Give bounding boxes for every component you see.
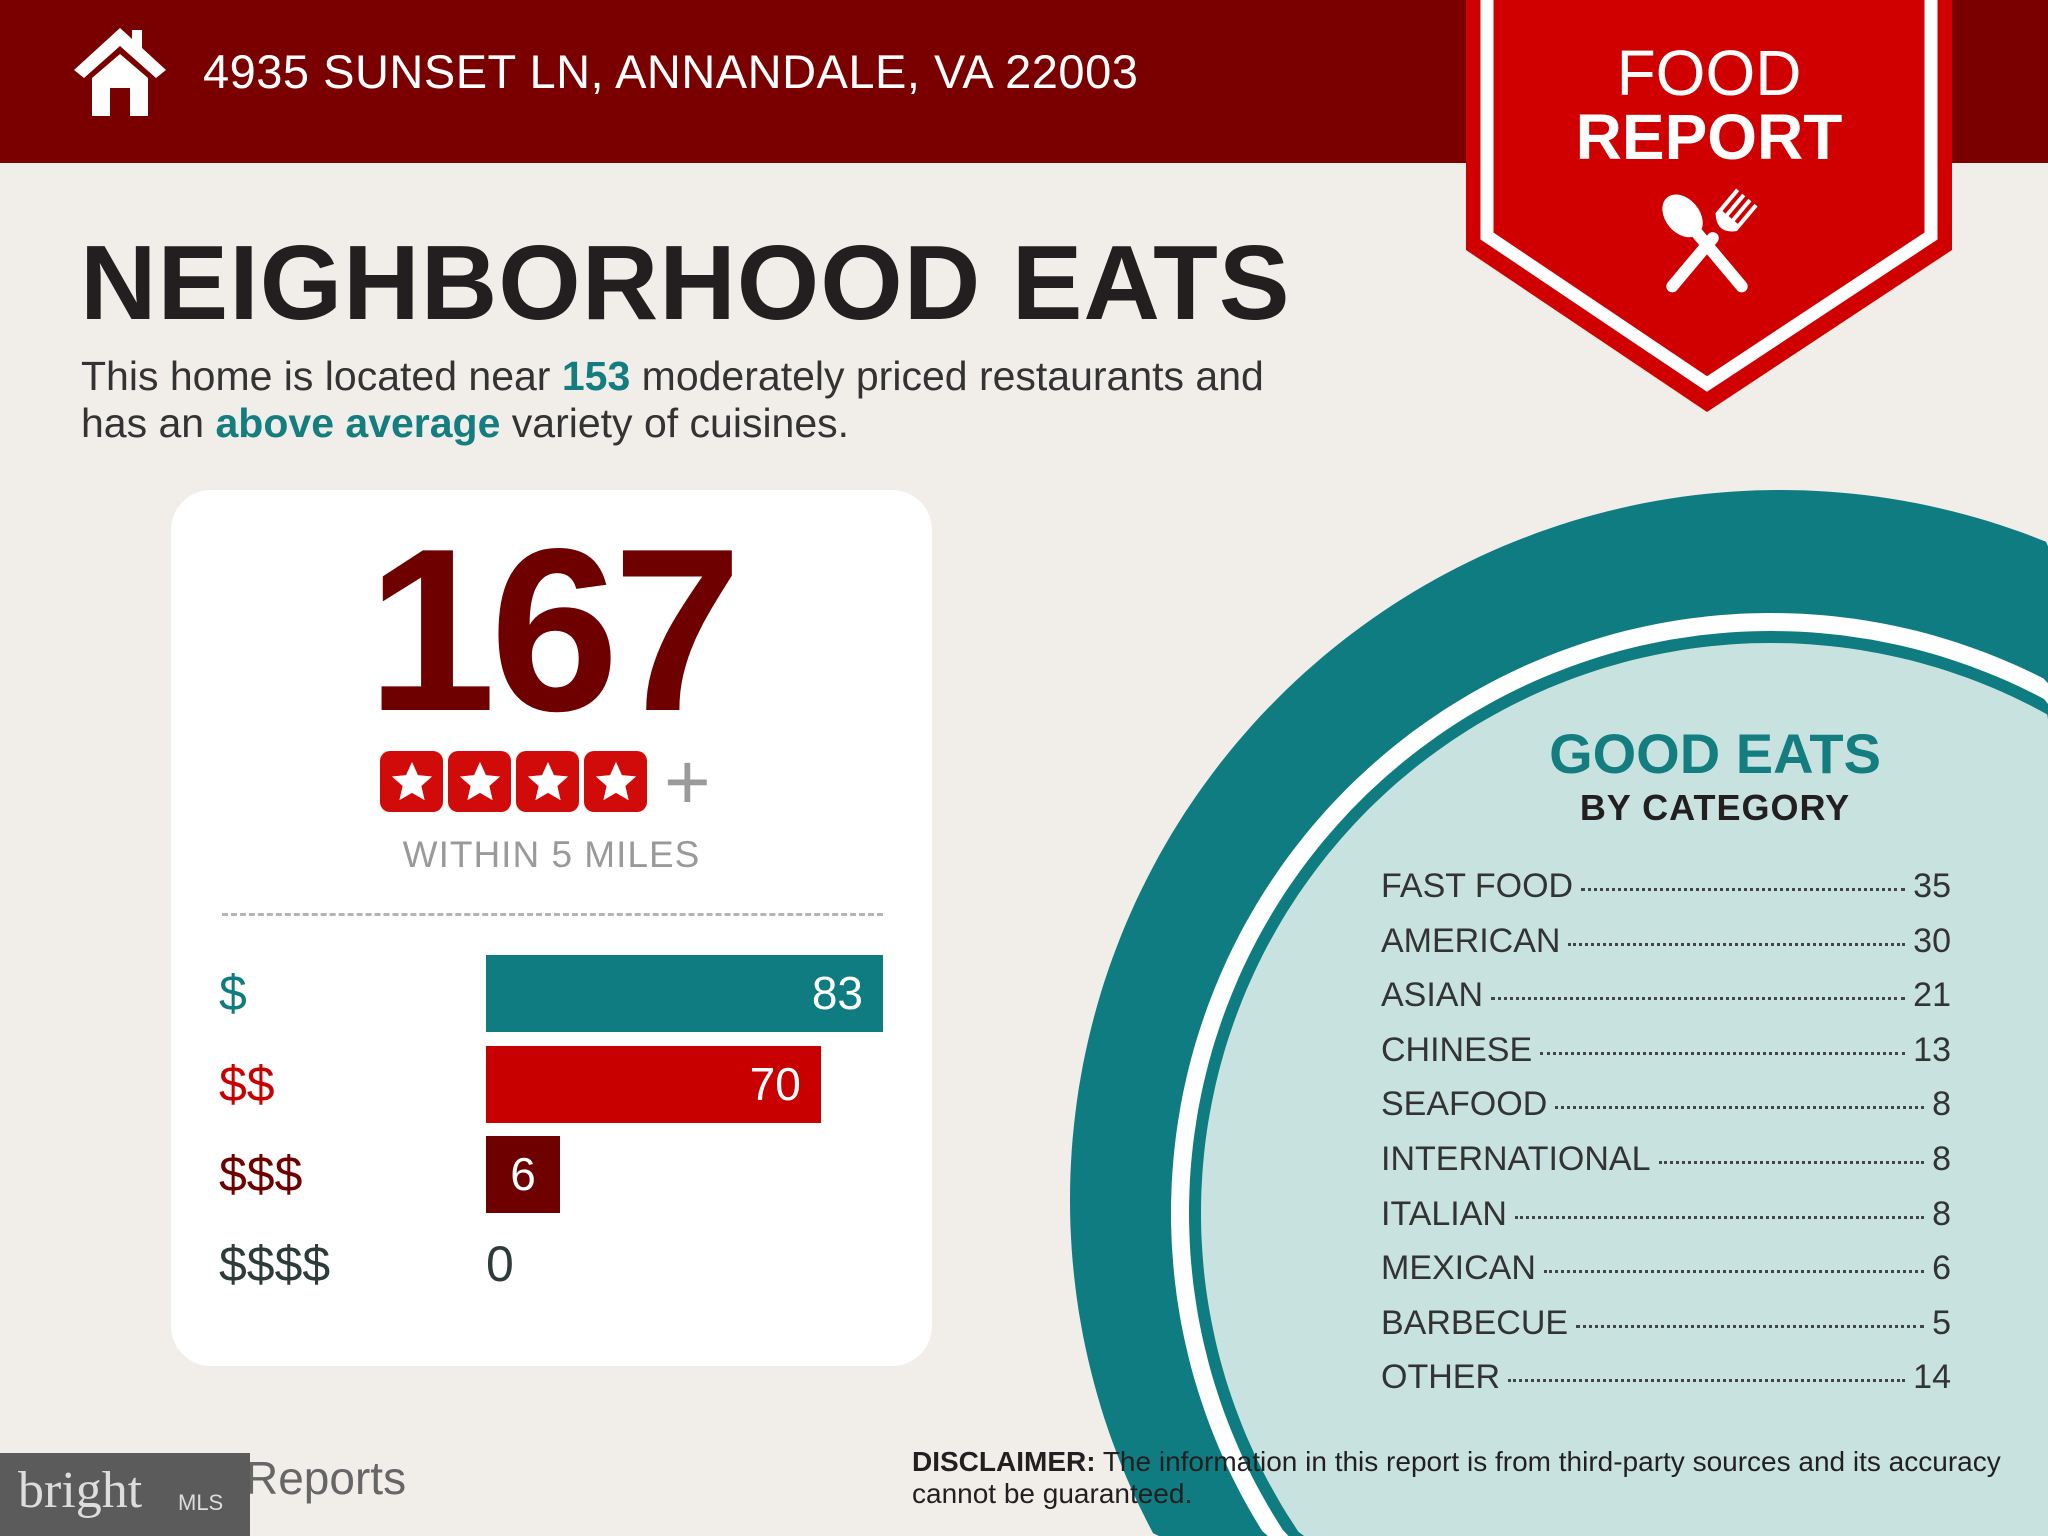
watermark-mls: MLS — [178, 1490, 224, 1515]
plus-sign: + — [664, 737, 711, 826]
leader-dots — [1658, 1161, 1925, 1164]
summary-card — [171, 490, 932, 1366]
category-label: INTERNATIONAL — [1381, 1140, 1651, 1178]
home-icon — [74, 28, 166, 116]
category-count: 8 — [1932, 1194, 1951, 1233]
star-rating — [380, 751, 647, 812]
category-count: 14 — [1913, 1358, 1951, 1397]
category-label: SEAFOOD — [1381, 1085, 1548, 1124]
category-row: AMERICAN 30 — [1381, 921, 1951, 961]
property-address: 4935 SUNSET LN, ANNANDALE, VA 22003 — [203, 45, 1139, 98]
badge-line-report: REPORT — [1575, 101, 1843, 173]
leader-dots — [1555, 1106, 1925, 1110]
price-bar: 70 — [486, 1046, 821, 1123]
star-icon — [584, 751, 647, 812]
watermark-text: bright — [18, 1462, 143, 1519]
leader-dots — [1514, 1215, 1925, 1219]
total-restaurants: 167 — [366, 501, 742, 760]
subtitle-line-1: This home is located near 153 moderately… — [81, 353, 1264, 399]
disclaimer: DISCLAIMER: The information in this repo… — [912, 1446, 2001, 1509]
price-bar: 0 — [486, 1236, 514, 1292]
variety-rating: above average — [215, 400, 501, 446]
category-count: 6 — [1932, 1249, 1951, 1288]
spoon-fork-icon — [1662, 188, 1758, 293]
category-row: INTERNATIONAL 8 — [1381, 1139, 1951, 1179]
category-count: 30 — [1913, 921, 1951, 960]
category-row: ASIAN 21 — [1381, 975, 1951, 1015]
price-bar: 6 — [486, 1136, 560, 1213]
restaurant-count: 153 — [561, 353, 631, 399]
price-tier-label: $ — [219, 965, 247, 1021]
watermark — [0, 1453, 250, 1536]
star-icon — [380, 751, 443, 812]
category-count: 13 — [1913, 1030, 1951, 1069]
category-count: 35 — [1913, 867, 1951, 905]
price-tier-label: $$$$ — [219, 1236, 331, 1292]
category-label: MEXICAN — [1381, 1249, 1536, 1288]
food-report-badge — [1466, 0, 1952, 412]
light-teal-fill — [1201, 643, 2048, 1536]
leader-dots — [1576, 1324, 1925, 1328]
category-label: AMERICAN — [1381, 921, 1561, 960]
price-bar: 83 — [486, 955, 883, 1032]
divider — [222, 913, 883, 916]
category-row: CHINESE 13 — [1381, 1030, 1951, 1070]
category-row: FAST FOOD 35 — [1381, 866, 1951, 906]
badge-line-food: FOOD — [1616, 37, 1802, 109]
price-tier-label: $$ — [219, 1056, 275, 1112]
category-label: FAST FOOD — [1381, 867, 1574, 905]
category-count: 8 — [1932, 1140, 1951, 1178]
good-eats-subtitle: BY CATEGORY — [1579, 787, 1851, 828]
star-icon — [516, 751, 579, 812]
page-title: NEIGHBORHOOD EATS — [80, 224, 1291, 342]
category-row: SEAFOOD 8 — [1381, 1084, 1951, 1124]
category-label: ITALIAN — [1381, 1194, 1507, 1233]
category-row: ITALIAN 8 — [1381, 1194, 1951, 1234]
good-eats-title: GOOD EATS — [1549, 722, 1881, 785]
category-row: BARBECUE 5 — [1381, 1303, 1951, 1343]
category-count: 21 — [1913, 976, 1951, 1015]
category-count: 5 — [1932, 1303, 1951, 1342]
category-label: CHINESE — [1381, 1030, 1533, 1069]
leader-dots — [1543, 1270, 1925, 1274]
leader-dots — [1581, 888, 1906, 891]
category-row: MEXICAN 6 — [1381, 1248, 1951, 1288]
price-tier-label: $$$ — [219, 1146, 303, 1202]
leader-dots — [1508, 1379, 1906, 1383]
subtitle-line-2: has an above average variety of cuisines… — [81, 400, 850, 446]
reports-logo: Reports — [245, 1452, 407, 1504]
category-label: OTHER — [1381, 1358, 1500, 1397]
leader-dots — [1491, 997, 1906, 1001]
leader-dots — [1568, 942, 1906, 946]
category-label: ASIAN — [1381, 976, 1484, 1015]
category-count: 8 — [1932, 1085, 1951, 1124]
category-label: BARBECUE — [1381, 1303, 1569, 1342]
leader-dots — [1540, 1051, 1906, 1055]
star-icon — [448, 751, 511, 812]
category-row: OTHER 14 — [1381, 1357, 1951, 1397]
radius-label: WITHIN 5 MILES — [402, 834, 701, 875]
